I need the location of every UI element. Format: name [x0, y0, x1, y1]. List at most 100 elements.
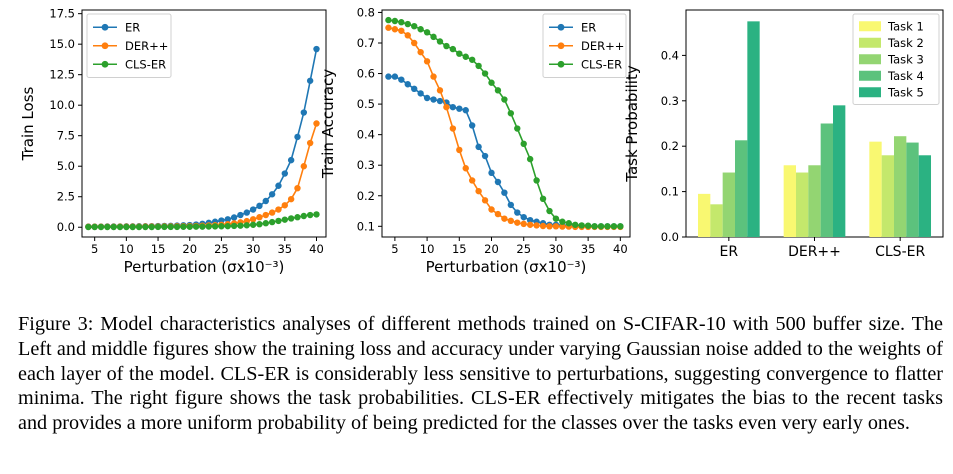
- data-point-1-derplusplus-27: [559, 223, 566, 230]
- data-point-1-cls-er-26: [552, 215, 560, 222]
- y-tick-label-1-6: 0.7: [357, 36, 375, 50]
- category-label-derplusplus: DER++: [788, 244, 841, 260]
- data-point-0-derplusplus-26: [249, 216, 257, 223]
- x-axis-label-1: Perturbation (σx10⁻³): [426, 258, 587, 276]
- data-point-1-cls-er-22: [526, 155, 534, 163]
- data-point-1-derplusplus-11: [456, 146, 463, 154]
- data-point-1-derplusplus-14: [475, 187, 482, 195]
- legend-swatch-task-5: [859, 87, 881, 98]
- data-point-0-er-22: [224, 216, 231, 223]
- y-tick-label-0-7: 17.5: [49, 7, 75, 21]
- bar-derplusplus-task-1: [783, 165, 796, 237]
- data-point-1-derplusplus-12: [462, 165, 469, 172]
- data-point-1-er-18: [501, 189, 508, 196]
- data-point-0-cls-er-34: [300, 212, 308, 220]
- data-point-1-cls-er-14: [475, 62, 482, 70]
- data-point-1-derplusplus-4: [411, 39, 418, 47]
- x-tick-label-0-1: 10: [119, 242, 134, 256]
- legend-swatch-task-4: [859, 70, 881, 81]
- data-point-1-cls-er-24: [539, 195, 547, 203]
- data-point-1-er-12: [462, 107, 469, 114]
- data-point-0-cls-er-10: [148, 223, 155, 231]
- data-point-0-cls-er-29: [268, 218, 276, 226]
- x-tick-label-0-7: 40: [309, 242, 324, 256]
- data-point-1-er-10: [449, 103, 457, 111]
- bar-cls-er-task-2: [881, 155, 894, 237]
- data-point-1-derplusplus-2: [398, 27, 405, 34]
- data-point-1-derplusplus-25: [546, 223, 553, 230]
- data-point-0-cls-er-5: [116, 223, 124, 231]
- data-point-1-derplusplus-10: [449, 125, 457, 132]
- data-point-0-er-27: [256, 202, 263, 210]
- data-point-0-cls-er-24: [237, 222, 244, 229]
- data-point-1-er-1: [391, 73, 399, 80]
- y-tick-label-1-7: 0.8: [357, 5, 375, 19]
- data-point-1-er-3: [404, 81, 411, 88]
- data-point-0-er-24: [237, 211, 244, 219]
- data-point-1-derplusplus-9: [443, 103, 450, 111]
- bar-derplusplus-task-2: [795, 172, 809, 237]
- data-point-0-cls-er-18: [199, 223, 206, 230]
- x-tick-label-0-0: 5: [91, 242, 98, 256]
- data-point-0-er-35: [306, 77, 314, 84]
- data-point-1-er-6: [423, 94, 431, 102]
- data-point-1-derplusplus-17: [494, 210, 502, 218]
- data-point-1-derplusplus-18: [501, 215, 508, 222]
- data-point-1-cls-er-27: [559, 218, 566, 225]
- x-tick-label-1-4: 25: [516, 242, 531, 256]
- data-point-1-cls-er-2: [398, 19, 405, 26]
- data-point-1-cls-er-25: [546, 207, 553, 215]
- data-point-1-derplusplus-20: [514, 219, 521, 226]
- data-point-0-cls-er-36: [313, 211, 320, 218]
- data-point-1-cls-er-34: [604, 223, 611, 230]
- data-point-0-cls-er-23: [230, 222, 238, 230]
- data-point-1-cls-er-15: [481, 70, 489, 77]
- data-point-1-cls-er-10: [449, 45, 457, 53]
- data-point-1-cls-er-30: [578, 222, 585, 229]
- data-point-1-derplusplus-0: [385, 24, 392, 31]
- data-point-0-er-36: [313, 45, 320, 53]
- data-point-0-cls-er-2: [97, 223, 105, 231]
- data-point-1-cls-er-12: [462, 53, 469, 60]
- x-axis-label-0: Perturbation (σx10⁻³): [124, 258, 285, 276]
- legend-label-task-4: Task 4: [887, 69, 924, 83]
- data-point-1-derplusplus-16: [488, 206, 495, 213]
- x-tick-label-1-3: 20: [484, 242, 499, 256]
- data-point-1-derplusplus-23: [533, 222, 540, 229]
- legend-swatch-task-3: [859, 54, 881, 65]
- x-tick-label-0-6: 35: [277, 242, 292, 256]
- data-point-1-cls-er-6: [423, 29, 431, 36]
- data-point-0-cls-er-32: [287, 215, 295, 222]
- data-point-1-er-19: [507, 201, 515, 209]
- y-tick-label-1-3: 0.4: [357, 128, 375, 142]
- y-tick-label-2-0: 0.0: [661, 230, 679, 244]
- data-point-0-cls-er-8: [135, 223, 143, 231]
- bar-cls-er-task-1: [869, 141, 882, 237]
- data-point-0-cls-er-15: [180, 223, 187, 230]
- bar-cls-er-task-5: [918, 155, 932, 237]
- data-point-1-cls-er-17: [494, 87, 502, 94]
- data-point-0-derplusplus-27: [256, 214, 263, 221]
- y-tick-label-2-4: 0.4: [661, 48, 679, 62]
- data-point-1-cls-er-36: [617, 223, 624, 230]
- data-point-1-er-11: [456, 105, 463, 112]
- data-point-1-er-4: [411, 85, 418, 93]
- x-tick-label-0-3: 20: [182, 242, 197, 256]
- x-tick-label-1-0: 5: [391, 242, 398, 256]
- legend-label-1-derplusplus: DER++: [581, 39, 624, 53]
- bar-derplusplus-task-5: [833, 105, 846, 237]
- data-point-0-cls-er-11: [154, 223, 162, 231]
- bar-er-task-2: [710, 204, 723, 237]
- data-point-0-cls-er-16: [186, 223, 193, 230]
- data-point-0-cls-er-19: [205, 223, 212, 230]
- data-point-1-er-13: [468, 122, 476, 129]
- x-tick-label-1-5: 30: [549, 242, 564, 256]
- y-tick-label-1-0: 0.1: [357, 219, 375, 233]
- data-point-1-derplusplus-7: [430, 73, 437, 80]
- data-point-1-er-16: [488, 169, 495, 177]
- legend-label-task-5: Task 5: [887, 85, 924, 99]
- legend-marker-0-cls-er: [101, 60, 109, 68]
- train-loss-chart: 0.0 2.5 5.0 7.5 10.0 12.5 15.0 17.5 Train Loss 5 1…: [19, 7, 327, 276]
- data-point-0-cls-er-25: [243, 222, 250, 229]
- data-point-1-cls-er-35: [610, 223, 618, 230]
